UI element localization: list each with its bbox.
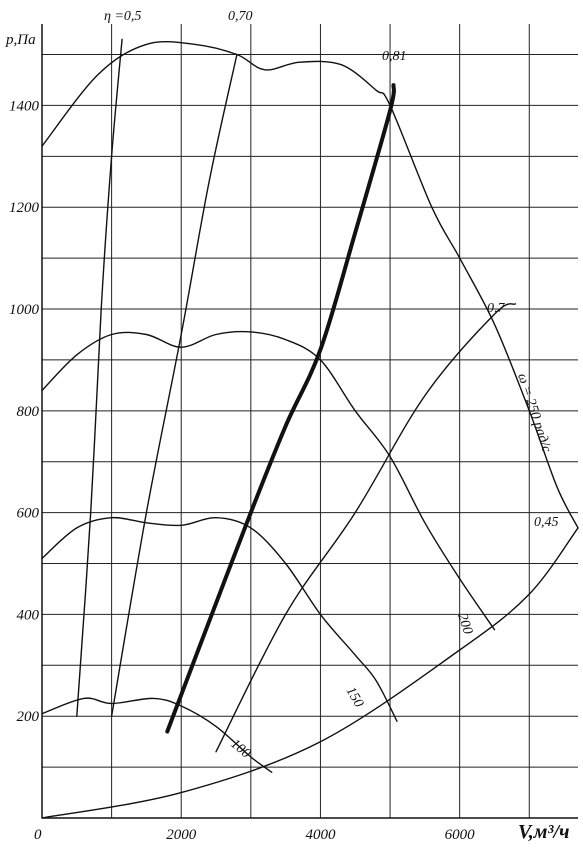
efficiency-curve-3	[215, 303, 517, 753]
curves	[41, 38, 579, 819]
axes: 200 400 600 800 1000 1200 1400 0 2000 4000 6000	[9, 24, 578, 843]
x-tick-label: 4000	[305, 827, 336, 843]
efficiency-label-0-45: 0,45	[534, 515, 559, 530]
efficiency-curve-1	[110, 53, 238, 717]
y-tick-label: 400	[17, 607, 40, 623]
speed-label-150: 150	[343, 685, 366, 711]
y-tick-label: 200	[17, 709, 40, 725]
speed-label-100: 100	[227, 737, 253, 762]
y-tick-label: 1200	[9, 200, 40, 216]
speed-label-200: 200	[454, 612, 475, 637]
y-tick-label: 1000	[9, 302, 40, 318]
y-axis-label: p,Па	[5, 32, 36, 48]
x-axis-label: V,м³/ч	[518, 821, 570, 843]
efficiency-curve-4	[41, 527, 579, 819]
efficiency-label-0-7: 0,7	[487, 301, 506, 316]
y-tick-label: 600	[17, 506, 40, 522]
efficiency-curve-0	[76, 38, 123, 717]
x-tick-label: 6000	[445, 827, 476, 843]
efficiency-label-0-81: 0,81	[382, 49, 407, 64]
efficiency-curve-2	[165, 83, 396, 734]
y-tick-label: 800	[17, 404, 40, 420]
speed-label-250: ω = 250 рад/с	[514, 372, 554, 455]
efficiency-label-0-70: 0,70	[228, 9, 253, 24]
grid	[42, 24, 578, 818]
x-tick-label: 2000	[166, 827, 197, 843]
speed-curve-3	[41, 697, 273, 773]
efficiency-label-0-5: η =0,5	[104, 9, 141, 24]
speed-curve-2	[41, 516, 398, 722]
speed-curve-0	[41, 41, 579, 529]
x-tick-label: 0	[34, 827, 42, 843]
y-tick-label: 1400	[9, 98, 40, 114]
speed-curve-1	[41, 330, 496, 631]
